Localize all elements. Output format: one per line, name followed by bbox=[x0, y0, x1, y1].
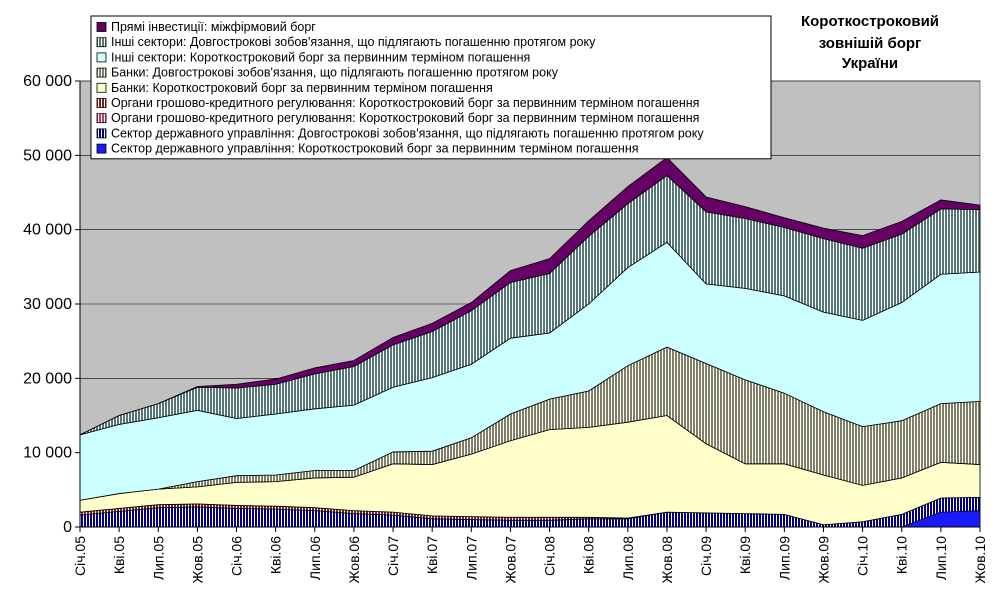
legend-swatch bbox=[96, 98, 107, 108]
legend-entry: Сектор державного управління: Довгострок… bbox=[96, 126, 704, 140]
x-tick-label: Січ.07 bbox=[385, 536, 401, 576]
x-tick-label: Кві.06 bbox=[268, 536, 284, 574]
chart-title: Короткостроковий зовнішій борг України bbox=[801, 13, 939, 72]
legend-swatch bbox=[96, 52, 107, 63]
legend-swatch bbox=[96, 67, 107, 78]
x-tick-label: Жов.07 bbox=[502, 536, 518, 584]
x-tick-label: Кві.08 bbox=[581, 536, 597, 574]
legend-entry: Прямі інвестиції: міжфірмовий борг bbox=[96, 20, 316, 34]
y-tick-label: 0 bbox=[63, 519, 72, 536]
legend-entry: Банки: Довгострокові зобов'язання, що пі… bbox=[96, 66, 559, 80]
area-series-group bbox=[79, 157, 981, 528]
x-tick-label: Кві.05 bbox=[111, 536, 127, 574]
y-tick-label: 50 000 bbox=[23, 147, 72, 164]
x-tick-label: Січ.08 bbox=[542, 536, 558, 576]
y-tick-label: 60 000 bbox=[23, 73, 72, 90]
legend-swatch bbox=[96, 22, 107, 32]
chart-title-line-2: зовнішій борг bbox=[819, 35, 922, 52]
legend-label: Прямі інвестиції: міжфірмовий борг bbox=[111, 20, 316, 34]
legend-entry: Сектор державного управління: Короткостр… bbox=[96, 142, 639, 156]
x-tick-label: Січ.09 bbox=[698, 536, 714, 576]
legend-label: Банки: Довгострокові зобов'язання, що пі… bbox=[111, 66, 559, 80]
legend-swatch bbox=[96, 143, 107, 154]
x-tick-label: Кві.09 bbox=[737, 536, 753, 574]
x-tick-label: Жов.05 bbox=[189, 536, 205, 584]
y-tick-label: 10 000 bbox=[23, 445, 72, 462]
x-tick-label: Жов.06 bbox=[346, 536, 362, 584]
y-tick-label: 20 000 bbox=[23, 370, 72, 387]
legend-box bbox=[90, 15, 772, 160]
x-tick-label: Кві.07 bbox=[424, 536, 440, 574]
chart-title-line-1: Короткостроковий bbox=[801, 13, 939, 30]
x-tick-label: Січ.05 bbox=[72, 536, 88, 576]
x-tick-label: Лип.06 bbox=[307, 536, 323, 580]
legend-entry: Органи грошово-кредитного регулювання: К… bbox=[96, 96, 699, 110]
x-tick-label: Жов.09 bbox=[815, 536, 831, 584]
x-tick-label: Лип.08 bbox=[620, 536, 636, 580]
legend-entry: Банки: Короткостроковий борг за первинни… bbox=[96, 81, 493, 95]
x-tick-label: Жов.08 bbox=[659, 536, 675, 584]
legend-swatch bbox=[96, 82, 107, 93]
area-series-8 bbox=[79, 157, 981, 436]
chart-title-line-3: України bbox=[842, 55, 898, 72]
legend-entry: Органи грошово-кредитного регулювання: К… bbox=[96, 111, 699, 125]
x-tick-label: Жов.10 bbox=[972, 536, 988, 584]
x-tick-label: Січ.06 bbox=[229, 536, 245, 576]
legend-swatch bbox=[96, 128, 107, 139]
legend-swatch bbox=[96, 37, 107, 48]
x-tick-label: Кві.10 bbox=[894, 536, 910, 574]
legend-label: Сектор державного управління: Короткостр… bbox=[111, 142, 639, 156]
y-tick-label: 40 000 bbox=[23, 222, 72, 239]
legend-entry: Інші сектори: Довгострокові зобов'язання… bbox=[96, 35, 596, 49]
x-tick-label: Лип.07 bbox=[463, 536, 479, 580]
legend-swatch bbox=[96, 113, 107, 124]
legend-label: Органи грошово-кредитного регулювання: К… bbox=[111, 111, 699, 125]
legend-label: Органи грошово-кредитного регулювання: К… bbox=[111, 96, 699, 110]
x-tick-label: Січ.10 bbox=[855, 536, 871, 576]
legend-label: Інші сектори: Довгострокові зобов'язання… bbox=[111, 35, 596, 49]
x-axis: Січ.05 Кві.05 Лип.05 Жов.05 Січ.06 Кві.06 Лип.… bbox=[72, 526, 988, 584]
x-tick-label: Лип.10 bbox=[933, 536, 949, 580]
legend-entry: Інші сектори: Короткостроковий борг за п… bbox=[96, 50, 530, 64]
y-axis: 0 10 000 20 000 30 000 40 000 50 000 60 000 bbox=[23, 73, 81, 536]
legend-label: Банки: Короткостроковий борг за первинни… bbox=[111, 81, 493, 95]
legend-label: Сектор державного управління: Довгострок… bbox=[111, 126, 704, 140]
legend-label: Інші сектори: Короткостроковий борг за п… bbox=[111, 50, 530, 64]
x-tick-label: Лип.09 bbox=[776, 536, 792, 580]
x-tick-label: Лип.05 bbox=[150, 536, 166, 580]
y-tick-label: 30 000 bbox=[23, 296, 72, 313]
